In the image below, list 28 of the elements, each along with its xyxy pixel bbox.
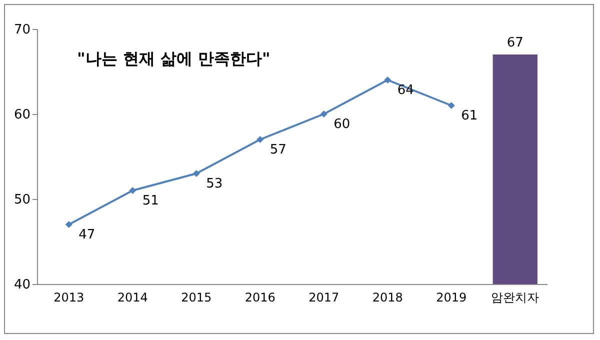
x-tick-label: 2015: [181, 290, 212, 304]
data-label: 57: [270, 142, 286, 158]
point: [129, 186, 136, 194]
annotation: "나는 현재 삶에 만족한다": [77, 49, 270, 68]
data-label: 61: [461, 108, 478, 124]
y-tick-label: 50: [14, 192, 30, 208]
data-label: 53: [206, 176, 223, 192]
x-tick-label: 2014: [117, 290, 148, 304]
data-label: 67: [506, 36, 524, 50]
y-tick-label: 60: [14, 108, 30, 122]
data-label: 47: [78, 228, 96, 242]
y-tick-label: 40: [14, 278, 30, 292]
point: [65, 220, 72, 228]
x-tick-label: 2016: [244, 290, 276, 304]
x-tick-label: 2018: [372, 290, 403, 304]
point: [448, 102, 455, 110]
x-tick-label: 2013: [54, 290, 84, 304]
data-label: 60: [334, 117, 350, 132]
point: [320, 110, 328, 118]
x-tick-label: 암완치자: [491, 290, 540, 304]
point: [256, 136, 264, 144]
point: [384, 76, 392, 84]
point: [192, 170, 200, 178]
data-label: 51: [142, 194, 159, 208]
y-tick-label: 70: [14, 22, 30, 38]
x-tick-label: 2017: [308, 290, 340, 304]
data-label: 64: [397, 83, 414, 98]
x-tick-label: 2019: [436, 290, 467, 304]
